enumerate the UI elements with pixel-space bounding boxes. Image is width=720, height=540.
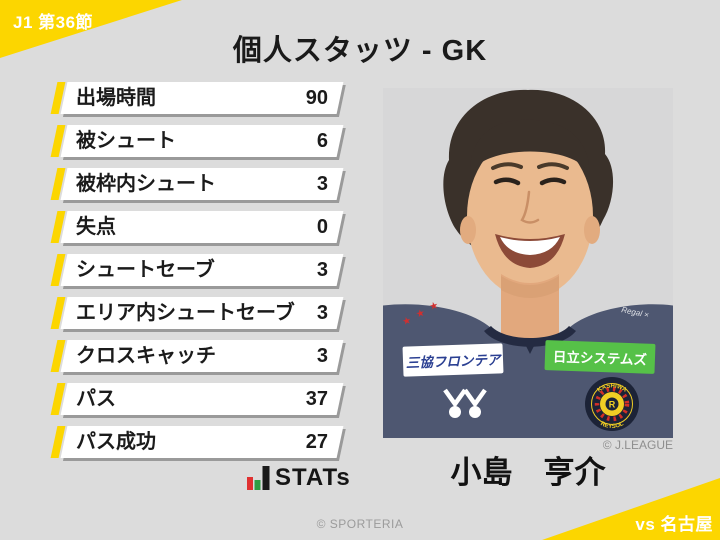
player-smile [495,234,565,268]
stat-label: パス [76,388,116,410]
stat-value: 6 [316,130,328,152]
site-credit: © SPORTERIA [316,517,404,531]
stat-list: 出場時間 90 被シュート 6 被枠内シュート 3 失点 0 シュートセーブ 3 [50,82,344,469]
sponsor-right-label: 日立システムズ [553,348,648,367]
stat-value: 3 [316,259,328,281]
stat-row: 被シュート 6 [50,125,344,157]
crest-initial: R [609,400,616,410]
stat-row: 失点 0 [50,211,344,243]
stat-label: 出場時間 [76,87,156,109]
stat-value: 3 [316,302,328,324]
player-eyebrows [491,162,569,170]
stat-label: クロスキャッチ [76,345,216,367]
player-face [467,134,593,298]
sponsor-left-label: 三協フロンテア [406,352,503,370]
player-nose [520,190,540,224]
stat-value: 27 [305,431,328,453]
stat-row: 被枠内シュート 3 [50,168,344,200]
photo-credit: © J.LEAGUE [602,438,673,452]
player-eyes [493,177,567,186]
club-crest-icon: R KASHIWA REYSOL [585,377,639,431]
opponent-badge-label: vs 名古屋 [635,515,713,534]
stat-value: 37 [305,388,328,410]
sponsor-patch-left: 三協フロンテア [402,343,504,377]
player-photo: ★ ★ ★ Regal × 三協フロンテア 日立システムズ [383,88,673,438]
stat-row: パス成功 27 [50,426,344,458]
stat-row: エリア内シュートセーブ 3 [50,297,344,329]
svg-text:★: ★ [401,315,412,328]
player-hair [443,89,614,248]
bar-chart-icon [247,466,270,490]
shoulder-stars-icon: ★ ★ ★ [401,300,440,328]
stats-logo: STATs [247,464,351,490]
stat-label: 被シュート [76,130,176,152]
stat-value: 90 [305,87,328,109]
crest-bottom-label: REYSOL [599,421,625,430]
svg-text:★: ★ [415,308,426,321]
collar-notch [525,344,535,354]
matchday-badge-label: J1 第36節 [13,13,94,32]
player-hairline [470,119,590,174]
stat-value: 3 [316,345,328,367]
svg-text:★: ★ [428,300,439,313]
stat-label: 被枠内シュート [76,173,216,195]
stat-value: 0 [316,216,328,238]
stat-label: エリア内シュートセーブ [76,302,295,324]
player-ear-right [584,216,600,244]
stat-row: シュートセーブ 3 [50,254,344,286]
neck-shadow [501,276,559,298]
page-title: 個人スタッツ - GK [232,35,488,67]
stat-value: 3 [316,173,328,195]
player-name: 小島 亨介 [450,455,606,490]
stat-row: パス 37 [50,383,344,415]
crest-top-label: KASHIWA [597,383,628,394]
stat-label: 失点 [76,216,116,238]
stat-row: クロスキャッチ 3 [50,340,344,372]
svg-text:KASHIWA: KASHIWA [597,383,628,394]
yonex-logo-icon [443,388,487,418]
player-ear-left [460,216,476,244]
stat-label: パス成功 [76,431,156,453]
svg-text:REYSOL: REYSOL [599,421,625,430]
stat-label: シュートセーブ [76,259,215,281]
stat-row: 出場時間 90 [50,82,344,114]
sponsor-patch-right: 日立システムズ [544,340,656,374]
stats-logo-label: STATs [275,464,351,491]
